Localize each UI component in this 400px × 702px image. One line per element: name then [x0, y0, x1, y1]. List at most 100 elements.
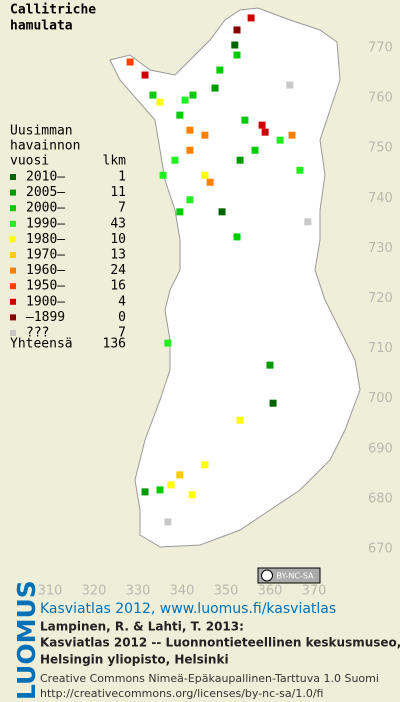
legend-label: 1900–	[26, 294, 65, 309]
observation	[233, 51, 241, 59]
footer-line: Lampinen, R. & Lahti, T. 2013:	[40, 620, 244, 634]
y-tick-label: 710	[368, 341, 393, 356]
y-tick-label: 740	[368, 191, 393, 206]
y-tick-label: 670	[368, 542, 393, 557]
observation	[236, 416, 244, 424]
legend-count: 11	[110, 185, 126, 200]
observation	[261, 128, 269, 136]
legend-total-label: Yhteensä	[10, 337, 73, 352]
observation	[218, 208, 226, 216]
footer-license: Creative Commons Nimeä-Epäkaupallinen-Ta…	[40, 672, 379, 685]
observation	[206, 178, 214, 186]
observation	[156, 98, 164, 106]
observation	[141, 488, 149, 496]
observation	[269, 399, 277, 407]
y-tick-label: 680	[368, 491, 393, 506]
legend-count-header: lkm	[103, 154, 127, 169]
observation	[211, 84, 219, 92]
observation	[201, 131, 209, 139]
observation	[126, 58, 134, 66]
legend-title: vuosi	[10, 154, 49, 169]
y-tick-label: 750	[368, 141, 393, 156]
observation	[164, 339, 172, 347]
observation	[164, 518, 172, 526]
legend-swatch	[10, 267, 16, 274]
observation	[186, 196, 194, 204]
legend-label: 1960–	[26, 263, 65, 278]
legend-label: 1970–	[26, 248, 65, 263]
x-tick-label: 320	[82, 584, 107, 599]
finland-outline	[109, 7, 361, 548]
y-tick-label: 760	[368, 91, 393, 106]
cc-icon	[261, 569, 273, 582]
observation	[231, 41, 239, 49]
footer-license-url[interactable]: http://creativecommons.org/licenses/by-n…	[40, 687, 323, 700]
observation	[186, 126, 194, 134]
observation	[236, 156, 244, 164]
observation	[141, 71, 149, 79]
observation	[266, 361, 274, 369]
legend-label: 1950–	[26, 279, 65, 294]
observation	[296, 166, 304, 174]
legend-label: –1899	[26, 310, 65, 325]
observation	[176, 471, 184, 479]
observation	[258, 121, 266, 129]
logo: LUOMUS	[12, 580, 41, 700]
x-tick-label: 340	[170, 584, 195, 599]
x-tick-label: 310	[38, 584, 63, 599]
observation	[159, 171, 167, 179]
observation	[233, 26, 241, 34]
legend-count: 0	[118, 310, 126, 325]
observation	[247, 14, 255, 22]
observation	[251, 146, 259, 154]
observation	[176, 208, 184, 216]
title: Callitriche	[10, 3, 96, 18]
y-tick-label: 730	[368, 241, 393, 256]
legend-count: 7	[118, 326, 126, 341]
legend-label: 2010–	[26, 170, 65, 185]
legend-swatch	[10, 330, 16, 336]
legend-label: 2000–	[26, 201, 65, 216]
legend-swatch	[10, 298, 16, 305]
x-tick-label: 330	[126, 584, 151, 599]
observation	[201, 461, 209, 469]
observation	[276, 136, 284, 144]
legend-label: ???	[26, 326, 49, 341]
legend-count: 13	[110, 248, 126, 263]
legend-swatch	[10, 236, 16, 243]
x-tick-label: 360	[258, 584, 283, 599]
legend-label: 1990–	[26, 216, 65, 231]
y-tick-label: 720	[368, 291, 393, 306]
observation	[156, 486, 164, 494]
footer-link[interactable]: Kasviatlas 2012, www.luomus.fi/kasviatla…	[40, 601, 336, 617]
legend-swatch	[10, 314, 16, 321]
observation	[186, 146, 194, 154]
legend-total: 136	[103, 337, 126, 352]
license-badge-text: BY-NC-SA	[276, 572, 314, 581]
footer-line: Helsingin yliopisto, Helsinki	[40, 653, 229, 667]
legend-swatch	[10, 283, 16, 290]
title: hamulata	[10, 19, 73, 34]
observation	[216, 66, 224, 74]
footer-line: Kasviatlas 2012 -- Luonnontieteellinen k…	[40, 636, 400, 650]
legend-count: 43	[110, 216, 126, 231]
observation	[241, 116, 249, 124]
legend-swatch	[10, 189, 16, 196]
legend-count: 16	[110, 279, 126, 294]
license-badge[interactable]	[257, 567, 321, 584]
legend-count: 1	[118, 170, 126, 185]
observation	[286, 81, 294, 89]
legend-swatch	[10, 220, 16, 227]
observation	[288, 131, 296, 139]
observation	[188, 491, 196, 499]
observation	[189, 91, 197, 99]
x-tick-label: 350	[214, 584, 239, 599]
legend-count: 24	[110, 263, 126, 278]
observation	[149, 91, 157, 99]
legend-swatch	[10, 174, 16, 180]
legend-swatch	[10, 205, 16, 212]
legend-count: 4	[118, 294, 126, 309]
legend-label: 1980–	[26, 232, 65, 247]
y-tick-label: 690	[368, 441, 393, 456]
